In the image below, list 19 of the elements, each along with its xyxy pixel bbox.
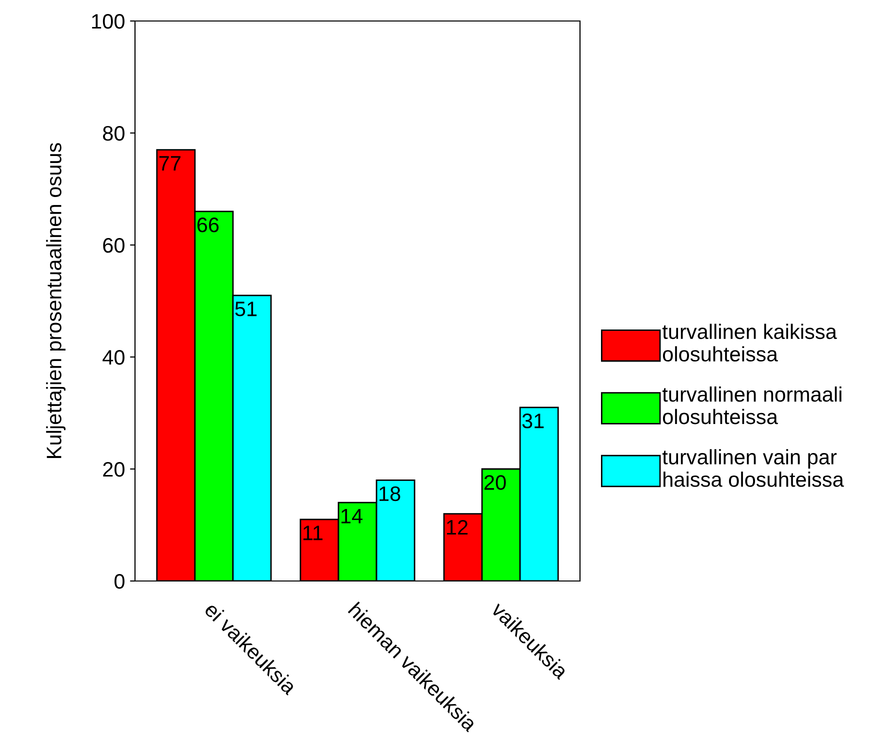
data-label: 31	[522, 414, 544, 428]
y-tick-label: 0	[114, 574, 124, 589]
data-label: 77	[159, 156, 180, 170]
y-tick-label: 20	[103, 462, 124, 477]
legend-label: turvallinen kaikissa olosuhteissa	[662, 324, 837, 362]
data-label: 14	[342, 508, 362, 524]
data-label: 12	[447, 520, 468, 534]
y-tick-label: 100	[92, 14, 124, 29]
y-tick-label: 80	[103, 126, 124, 141]
data-label: 51	[235, 302, 257, 316]
legend-label: turvallinen normaali olosuhteissa	[662, 386, 842, 424]
legend-label: turvallinen vain par haissa olosuhteissa	[662, 449, 844, 487]
y-axis-title: Kuljettajien prosentuaalinen osuus	[46, 143, 66, 458]
data-label: 18	[380, 486, 400, 502]
data-label: 11	[303, 526, 322, 540]
data-label: 66	[197, 218, 219, 232]
y-tick-label: 60	[103, 238, 124, 253]
data-label: 20	[484, 475, 506, 490]
y-tick-label: 40	[102, 350, 124, 365]
